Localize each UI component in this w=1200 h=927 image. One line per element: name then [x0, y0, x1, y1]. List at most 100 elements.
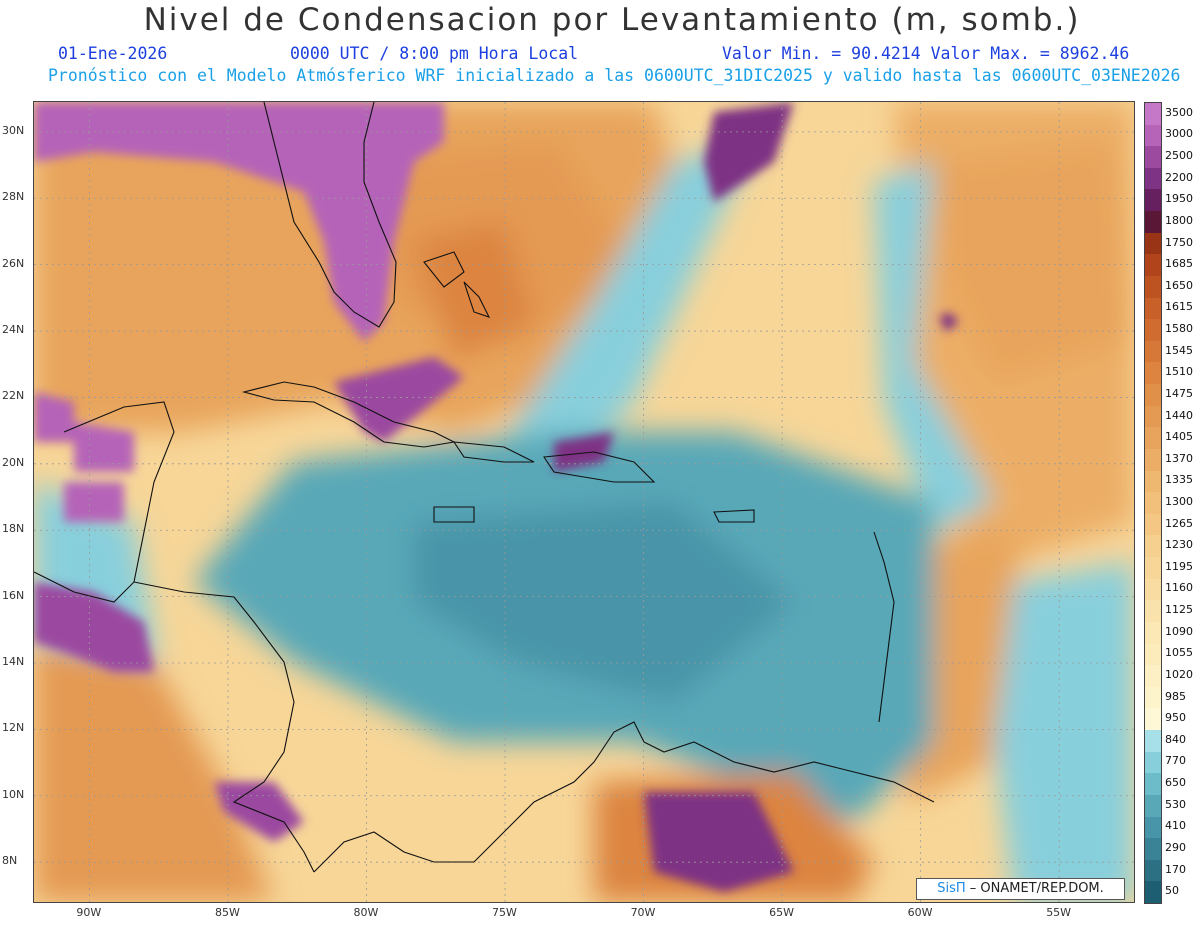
lat-label: 16N [2, 588, 25, 602]
colorbar-swatch [1145, 708, 1161, 731]
colorbar-level: 1440 [1165, 408, 1193, 422]
lat-label: 26N [2, 256, 25, 270]
colorbar-swatch [1145, 254, 1161, 277]
colorbar-level: 3000 [1165, 127, 1193, 141]
colorbar-level: 1510 [1165, 365, 1193, 379]
colorbar-level: 1950 [1165, 192, 1193, 206]
colorbar-level: 1195 [1165, 559, 1193, 573]
lon-label: 85W [214, 906, 240, 919]
min-max-values: Valor Min. = 90.4214 Valor Max. = 8962.4… [722, 44, 1130, 63]
lon-label: 75W [492, 906, 517, 919]
colorbar-swatch [1145, 340, 1161, 363]
colorbar-level: 290 [1165, 840, 1186, 854]
credit-brand: SisΠ [937, 881, 966, 896]
colorbar-level: 2500 [1165, 149, 1193, 163]
colorbar-level: 985 [1165, 689, 1186, 703]
colorbar-level: 1090 [1165, 624, 1193, 638]
colorbar-level: 530 [1165, 797, 1186, 811]
colorbar-swatch [1145, 838, 1161, 861]
colorbar-swatch [1145, 859, 1161, 882]
colorbar-swatch [1145, 189, 1161, 212]
lat-label: 14N [2, 654, 25, 668]
lon-label: 55W [1046, 906, 1072, 919]
colorbar-swatch [1145, 275, 1161, 299]
lon-label: 90W [76, 906, 102, 919]
lat-label: 12N [2, 721, 25, 735]
lat-label: 24N [2, 323, 25, 337]
coastlines [34, 102, 935, 873]
colorbar-swatch [1145, 730, 1161, 753]
colorbar-level: 1125 [1165, 603, 1193, 617]
colorbar-swatch [1145, 816, 1161, 839]
colorbar-level: 840 [1165, 732, 1186, 746]
colorbar-level: 50 [1165, 884, 1179, 898]
lat-label: 28N [2, 190, 25, 204]
colorbar-swatch [1145, 427, 1161, 450]
colorbar-level: 2200 [1165, 170, 1193, 184]
colorbar-swatch [1145, 232, 1161, 255]
lat-label: 20N [2, 455, 25, 469]
colorbar-swatch [1145, 686, 1161, 709]
colorbar-swatch [1145, 124, 1161, 147]
colorbar-swatch [1145, 211, 1161, 234]
lat-label: 8N [2, 854, 18, 868]
colorbar-swatch [1145, 578, 1161, 601]
colorbar-swatch [1145, 146, 1161, 169]
lcl-field-map [34, 102, 1134, 902]
colorbar-swatch [1145, 794, 1161, 817]
colorbar-swatch [1145, 384, 1161, 407]
colorbar-level: 770 [1165, 754, 1186, 768]
colorbar-swatch [1145, 643, 1161, 666]
colorbar-swatch [1145, 297, 1161, 320]
colorbar-swatch [1145, 103, 1161, 126]
colorbar-level: 1685 [1165, 257, 1193, 271]
colorbar-level: 1055 [1165, 646, 1193, 660]
lon-label: 80W [353, 906, 379, 919]
colorbar-swatch [1145, 535, 1161, 558]
colorbar-level: 650 [1165, 776, 1186, 790]
colorbar-swatch [1145, 319, 1161, 342]
colorbar-level: 1545 [1165, 343, 1193, 357]
colorbar-swatch [1145, 513, 1161, 536]
colorbar-level: 1300 [1165, 495, 1193, 508]
lat-label: 30N [2, 123, 25, 137]
colorbar-level: 3500 [1165, 105, 1193, 119]
lat-label: 10N [2, 787, 25, 801]
lat-label: 22N [2, 389, 25, 403]
credit-box: SisΠ – ONAMET/REP.DOM. [916, 878, 1125, 900]
colorbar-level: 1335 [1165, 473, 1193, 487]
lon-label: 65W [769, 906, 794, 919]
colorbar-swatch [1145, 621, 1161, 645]
colorbar-swatch [1145, 665, 1161, 688]
colorbar-level: 1370 [1165, 451, 1193, 465]
colorbar-level: 1650 [1165, 278, 1193, 292]
colorbar-swatch [1145, 773, 1161, 796]
colorbar-level: 1230 [1165, 538, 1193, 552]
lon-label: 70W [630, 906, 656, 919]
lat-label: 18N [2, 522, 25, 536]
forecast-date: 01-Ene-2026 [58, 44, 168, 63]
colorbar-swatch [1145, 600, 1161, 623]
colorbar-level: 1405 [1165, 430, 1193, 444]
colorbar-swatch [1145, 881, 1161, 904]
colorbar-swatch [1145, 470, 1161, 493]
colorbar-swatch [1145, 492, 1161, 515]
colorbar-level: 1800 [1165, 213, 1193, 227]
forecast-description: Pronóstico con el Modelo Atmósferico WRF… [48, 66, 1181, 85]
colorbar-swatch [1145, 405, 1161, 428]
map-title: Nivel de Condensacion por Levantamiento … [143, 2, 1081, 38]
colorbar-level: 1475 [1165, 386, 1193, 400]
colorbar-level: 950 [1165, 711, 1186, 725]
credit-org: – ONAMET/REP.DOM. [969, 881, 1104, 896]
colorbar-level: 170 [1165, 862, 1186, 876]
colorbar-level: 1160 [1165, 581, 1193, 595]
colorbar-level: 1750 [1165, 235, 1193, 249]
map-grid [34, 102, 1134, 902]
colorbar-level: 1580 [1165, 322, 1193, 336]
colorbar-swatch [1145, 448, 1161, 472]
colorbar-level: 410 [1165, 819, 1186, 833]
colorbar-swatch [1145, 751, 1161, 774]
map-panel [33, 101, 1135, 903]
colorbar-swatch [1145, 167, 1161, 190]
colorbar-level: 1265 [1165, 516, 1193, 530]
